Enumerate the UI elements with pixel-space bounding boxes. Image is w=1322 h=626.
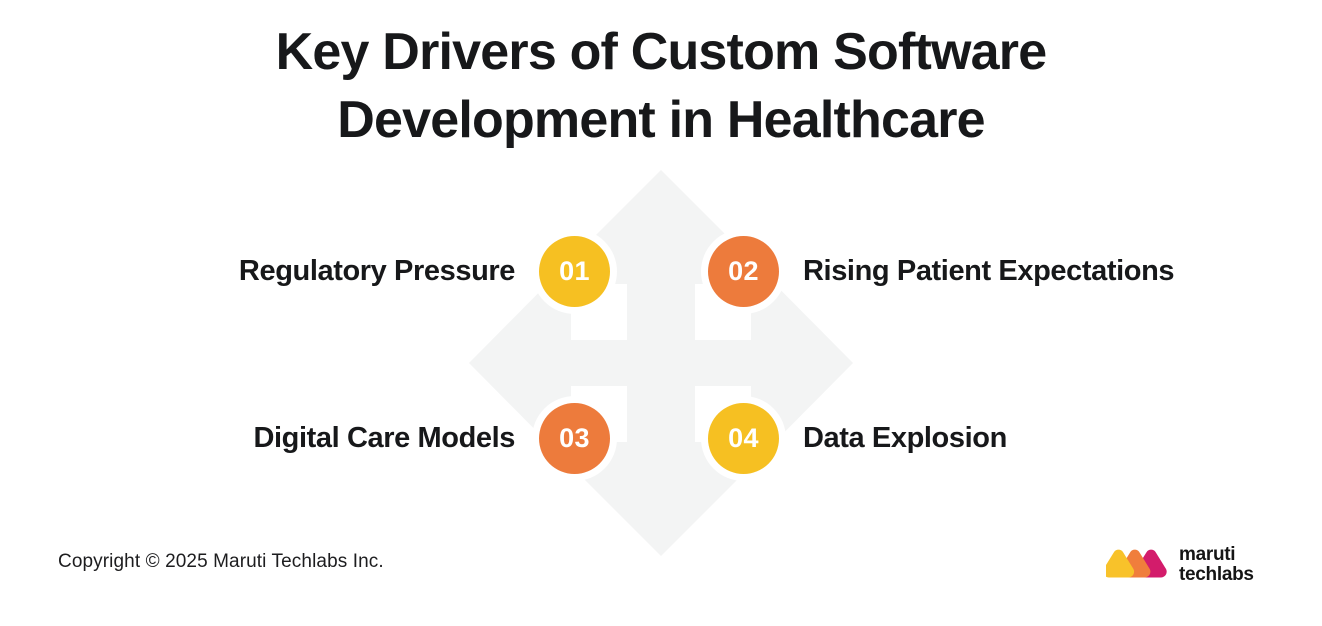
- driver-item-03[interactable]: Digital Care Models 03: [140, 402, 610, 474]
- driver-badge-04[interactable]: 04: [708, 402, 779, 474]
- driver-label-04: Data Explosion: [803, 421, 1007, 454]
- brand-logo-text: maruti techlabs: [1179, 545, 1254, 585]
- driver-badge-03[interactable]: 03: [539, 402, 610, 474]
- driver-badge-02[interactable]: 02: [708, 235, 779, 307]
- brand-logo-text-line-2: techlabs: [1179, 564, 1254, 585]
- copyright-notice: Copyright © 2025 Maruti Techlabs Inc.: [58, 551, 384, 572]
- maruti-techlabs-logo-icon: [1106, 549, 1167, 578]
- page-title-line-2: Development in Healthcare: [337, 91, 985, 149]
- driver-label-03: Digital Care Models: [253, 421, 515, 454]
- page-title-line-1: Key Drivers of Custom Software: [275, 23, 1047, 81]
- driver-item-04[interactable]: 04 Data Explosion: [708, 402, 1268, 474]
- brand-logo-text-line-1: maruti: [1179, 544, 1236, 565]
- driver-item-01[interactable]: Regulatory Pressure 01: [140, 235, 610, 307]
- driver-item-02[interactable]: 02 Rising Patient Expectations: [708, 235, 1268, 307]
- brand-logo[interactable]: maruti techlabs: [1106, 545, 1254, 585]
- driver-label-02: Rising Patient Expectations: [803, 254, 1175, 287]
- logo-triangle-yellow: [1106, 549, 1135, 578]
- driver-label-01: Regulatory Pressure: [238, 254, 515, 287]
- page-title: Key Drivers of Custom Software Developme…: [0, 18, 1322, 154]
- driver-badge-01[interactable]: 01: [539, 235, 610, 307]
